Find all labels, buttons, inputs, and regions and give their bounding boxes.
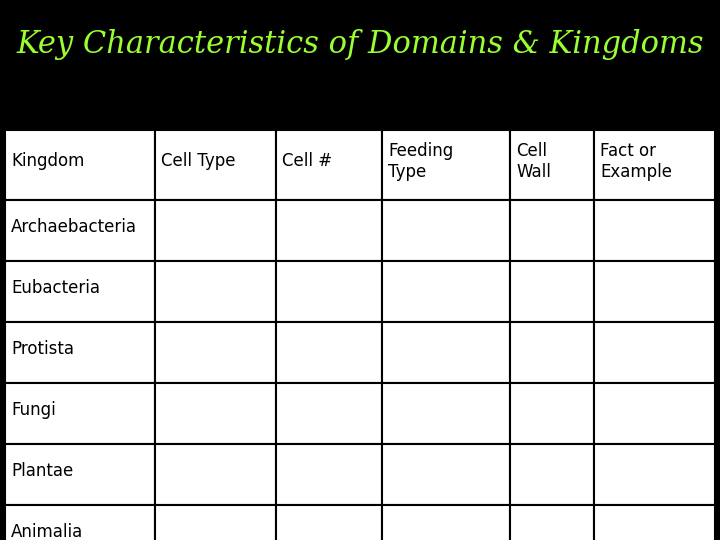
Bar xyxy=(382,383,510,444)
Bar xyxy=(594,261,715,322)
Bar xyxy=(382,444,510,505)
Text: Protista: Protista xyxy=(11,340,74,359)
Bar xyxy=(155,200,276,261)
Bar xyxy=(5,444,155,505)
Bar xyxy=(382,130,510,200)
Bar xyxy=(155,505,276,540)
Bar xyxy=(510,444,594,505)
Bar xyxy=(510,383,594,444)
Bar xyxy=(155,261,276,322)
Text: Animalia: Animalia xyxy=(11,523,84,540)
Bar xyxy=(276,200,382,261)
Bar xyxy=(510,322,594,383)
Bar xyxy=(155,383,276,444)
Bar xyxy=(510,261,594,322)
Text: Fact or
Example: Fact or Example xyxy=(600,142,672,181)
Bar xyxy=(594,444,715,505)
Text: Cell Type: Cell Type xyxy=(161,152,235,171)
Bar xyxy=(155,444,276,505)
Bar xyxy=(594,130,715,200)
Bar xyxy=(5,130,155,200)
Text: Feeding
Type: Feeding Type xyxy=(388,142,453,181)
Bar xyxy=(155,322,276,383)
Text: Key Characteristics of Domains & Kingdoms: Key Characteristics of Domains & Kingdom… xyxy=(17,30,703,60)
Bar xyxy=(382,505,510,540)
Bar xyxy=(594,200,715,261)
Bar xyxy=(510,505,594,540)
Text: Eubacteria: Eubacteria xyxy=(11,280,100,298)
Bar xyxy=(276,130,382,200)
Text: Cell #: Cell # xyxy=(282,152,332,171)
Bar xyxy=(594,505,715,540)
Bar xyxy=(510,200,594,261)
Bar xyxy=(276,444,382,505)
Text: Cell
Wall: Cell Wall xyxy=(516,142,551,181)
Text: Kingdom: Kingdom xyxy=(11,152,84,171)
Bar xyxy=(276,261,382,322)
Bar xyxy=(276,383,382,444)
Text: Plantae: Plantae xyxy=(11,462,73,481)
Bar xyxy=(276,322,382,383)
Bar xyxy=(5,383,155,444)
Bar xyxy=(5,200,155,261)
Text: Archaebacteria: Archaebacteria xyxy=(11,219,137,237)
Bar xyxy=(155,130,276,200)
Bar xyxy=(382,200,510,261)
Bar xyxy=(276,505,382,540)
Bar xyxy=(594,322,715,383)
Bar xyxy=(5,505,155,540)
Bar xyxy=(5,322,155,383)
Bar xyxy=(382,261,510,322)
Bar xyxy=(5,261,155,322)
Text: Fungi: Fungi xyxy=(11,401,55,420)
Bar xyxy=(510,130,594,200)
Bar xyxy=(594,383,715,444)
Bar xyxy=(382,322,510,383)
